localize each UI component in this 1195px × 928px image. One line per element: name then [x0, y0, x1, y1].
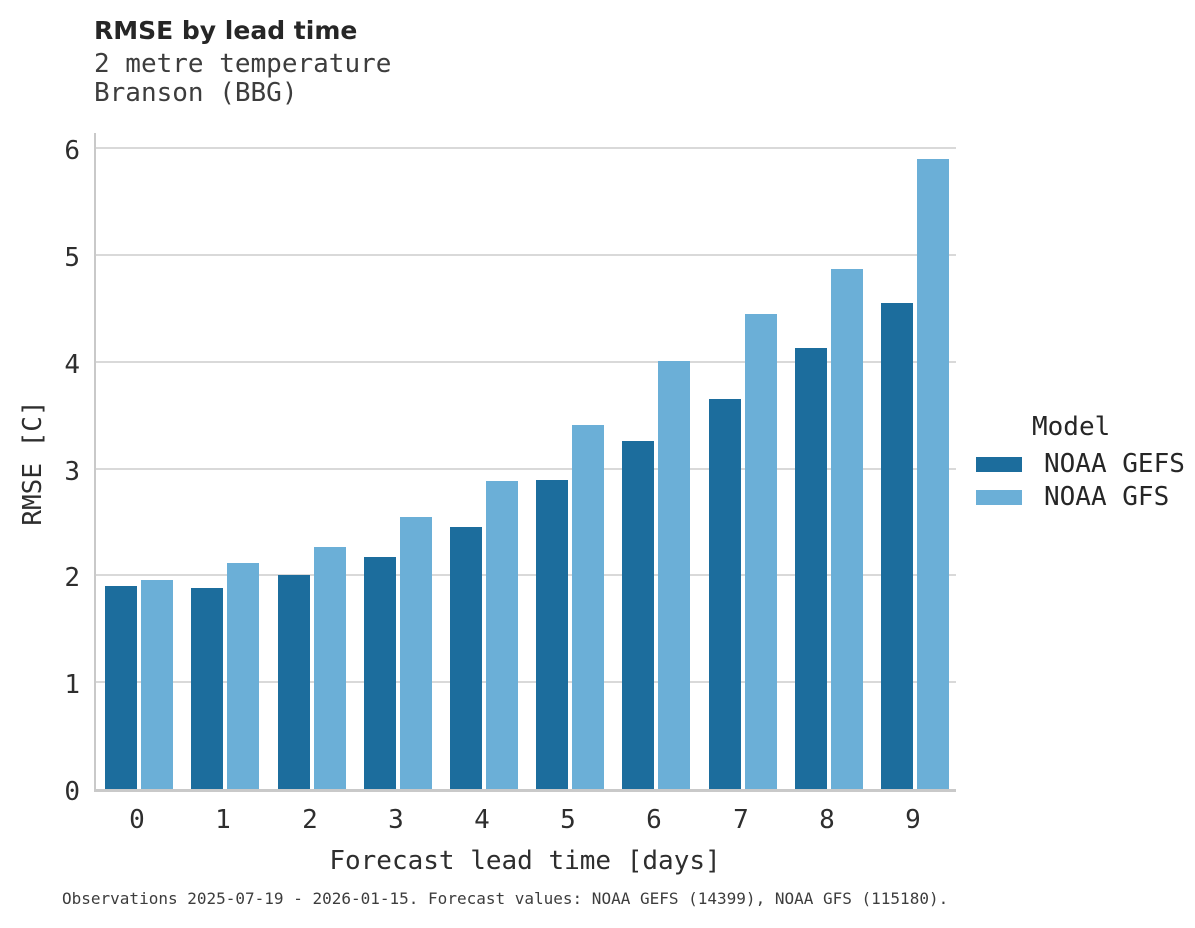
bar-noaa-gefs-lead-4: [449, 527, 482, 789]
y-tick-label-4: 4: [64, 350, 80, 380]
bar-noaa-gfs-lead-3: [399, 517, 432, 789]
bar-noaa-gefs-lead-1: [191, 588, 224, 789]
legend-label-noaa-gfs: NOAA GFS: [1044, 482, 1170, 512]
x-tick-label-4: 4: [474, 805, 490, 835]
bar-noaa-gefs-lead-9: [880, 303, 913, 789]
bar-noaa-gefs-lead-3: [363, 557, 396, 789]
observation-caption: Observations 2025-07-19 - 2026-01-15. Fo…: [62, 889, 949, 908]
y-tick-label-1: 1: [64, 670, 80, 700]
x-axis-title: Forecast lead time [days]: [329, 846, 721, 876]
bar-noaa-gfs-lead-4: [485, 481, 518, 789]
y-tick-label-5: 5: [64, 243, 80, 273]
y-tick-label-2: 2: [64, 563, 80, 593]
y-tick-label-6: 6: [64, 136, 80, 166]
gridline-y-2: [96, 574, 956, 577]
bar-noaa-gfs-lead-1: [227, 563, 260, 789]
gridline-y-6: [96, 147, 956, 150]
bar-noaa-gefs-lead-0: [105, 586, 138, 789]
x-tick-label-1: 1: [215, 805, 231, 835]
x-tick-label-7: 7: [733, 805, 749, 835]
gridline-y-1: [96, 681, 956, 684]
y-tick-label-0: 0: [64, 777, 80, 807]
bar-noaa-gefs-lead-8: [794, 348, 827, 789]
bar-noaa-gfs-lead-9: [916, 159, 949, 789]
legend-title: Model: [1032, 412, 1111, 442]
x-tick-label-8: 8: [819, 805, 835, 835]
bar-noaa-gfs-lead-2: [313, 547, 346, 789]
x-tick-label-0: 0: [129, 805, 145, 835]
chart-title: RMSE by lead time: [94, 16, 358, 45]
legend-swatch-noaa-gfs: [976, 490, 1022, 505]
legend-label-noaa-gefs: NOAA GEFS: [1044, 449, 1185, 479]
bar-noaa-gfs-lead-5: [572, 425, 605, 789]
bar-noaa-gfs-lead-0: [141, 580, 174, 789]
gridline-y-4: [96, 360, 956, 363]
bar-noaa-gefs-lead-7: [708, 399, 741, 789]
gridline-y-5: [96, 253, 956, 256]
bar-noaa-gefs-lead-6: [622, 441, 655, 789]
plot-area: [94, 133, 956, 792]
bar-noaa-gfs-lead-8: [830, 269, 863, 789]
x-tick-label-6: 6: [646, 805, 662, 835]
chart-subtitle-station: Branson (BBG): [94, 78, 298, 108]
bar-noaa-gefs-lead-5: [536, 480, 569, 789]
legend-swatch-noaa-gefs: [976, 457, 1022, 472]
bar-noaa-gfs-lead-6: [658, 361, 691, 789]
x-tick-label-5: 5: [560, 805, 576, 835]
gridline-y-3: [96, 467, 956, 470]
x-tick-label-2: 2: [302, 805, 318, 835]
bar-noaa-gfs-lead-7: [744, 314, 777, 789]
x-tick-label-3: 3: [388, 805, 404, 835]
chart-subtitle-variable: 2 metre temperature: [94, 49, 392, 79]
y-tick-label-3: 3: [64, 457, 80, 487]
x-tick-label-9: 9: [905, 805, 921, 835]
bar-noaa-gefs-lead-2: [277, 575, 310, 789]
